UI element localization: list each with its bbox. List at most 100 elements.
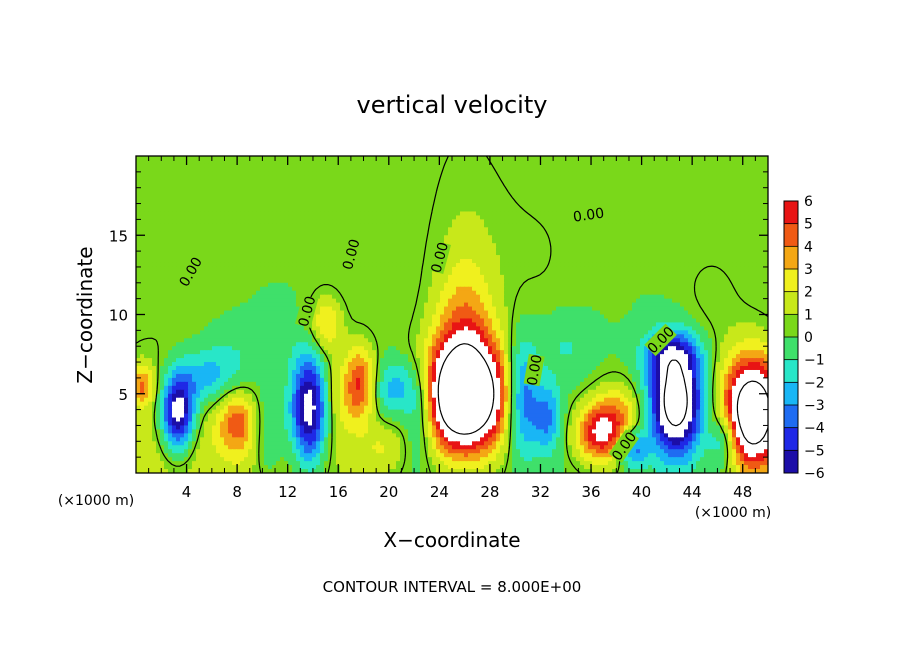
field-cell [560, 270, 565, 276]
field-cell [748, 235, 753, 240]
field-cell [564, 262, 569, 268]
field-cell [192, 239, 197, 244]
field-cell [676, 231, 681, 236]
field-cell [680, 266, 685, 272]
field-cell [612, 266, 617, 272]
field-cell [296, 167, 301, 173]
field-cell [460, 243, 465, 248]
field-cell [676, 203, 681, 209]
field-cell [516, 270, 521, 276]
field-cell [368, 227, 373, 232]
field-cell [636, 219, 641, 224]
field-cell [520, 199, 525, 205]
field-cell [292, 211, 297, 217]
field-cell [304, 203, 309, 209]
field-cell [188, 243, 193, 248]
field-cell [448, 259, 453, 264]
field-cell [588, 179, 593, 185]
field-cell [620, 167, 625, 173]
field-cell [616, 175, 621, 181]
field-cell [144, 266, 149, 272]
field-cell [180, 247, 185, 252]
field-cell [276, 163, 281, 169]
field-cell [444, 239, 449, 244]
field-cell [268, 163, 273, 169]
field-cell [336, 266, 341, 272]
field-cell [640, 195, 645, 201]
field-cell [740, 274, 745, 280]
field-cell [196, 231, 201, 236]
field-cell [556, 255, 561, 260]
field-cell [248, 211, 253, 217]
field-cell [440, 227, 445, 232]
field-cell [372, 195, 377, 201]
field-cell [672, 191, 677, 197]
field-cell [684, 175, 689, 181]
field-cell [552, 191, 557, 197]
field-cell [564, 251, 569, 256]
field-cell [624, 251, 629, 256]
field-cell [700, 211, 705, 217]
field-cell [252, 270, 257, 276]
field-cell [216, 175, 221, 181]
field-cell [252, 239, 257, 244]
field-cell [352, 231, 357, 236]
field-cell [604, 179, 609, 185]
field-cell [324, 159, 329, 165]
field-cell [404, 156, 409, 161]
field-cell [440, 207, 445, 213]
field-cell [148, 211, 153, 217]
field-cell [184, 171, 189, 177]
field-cell [532, 183, 537, 189]
field-cell [540, 231, 545, 236]
field-cell [760, 270, 765, 276]
field-cell [200, 167, 205, 173]
field-cell [760, 163, 765, 169]
field-cell [224, 243, 229, 248]
field-cell [628, 274, 633, 280]
field-cell [172, 203, 177, 209]
field-cell [308, 167, 313, 173]
field-cell [672, 171, 677, 177]
field-cell [712, 227, 717, 232]
field-cell [280, 270, 285, 276]
field-cell [732, 247, 737, 252]
field-cell [328, 251, 333, 256]
field-cell [632, 266, 637, 272]
field-cell [464, 171, 469, 177]
field-cell [256, 223, 261, 228]
field-cell [404, 278, 409, 284]
field-cell [232, 175, 237, 181]
field-cell [376, 227, 381, 232]
field-cell [724, 270, 729, 276]
field-cell [576, 270, 581, 276]
field-cell [508, 163, 513, 169]
field-cell [684, 207, 689, 213]
field-cell [624, 191, 629, 197]
field-cell [632, 207, 637, 213]
field-cell [288, 231, 293, 236]
field-cell [676, 255, 681, 260]
field-cell [764, 255, 768, 260]
field-cell [140, 266, 145, 272]
field-cell [352, 187, 357, 193]
field-cell [256, 274, 261, 280]
field-cell [288, 259, 293, 264]
field-cell [700, 199, 705, 205]
field-cell [612, 255, 617, 260]
field-cell [728, 227, 733, 232]
field-cell [172, 179, 177, 185]
field-cell [504, 211, 509, 217]
field-cell [268, 191, 273, 197]
field-cell [392, 199, 397, 205]
field-cell [144, 195, 149, 201]
field-cell [168, 223, 173, 228]
field-cell [700, 255, 705, 260]
field-cell [432, 215, 437, 220]
field-cell [620, 251, 625, 256]
field-cell [340, 203, 345, 209]
field-cell [720, 231, 725, 236]
field-cell [288, 215, 293, 220]
field-cell [688, 191, 693, 197]
field-cell [400, 251, 405, 256]
